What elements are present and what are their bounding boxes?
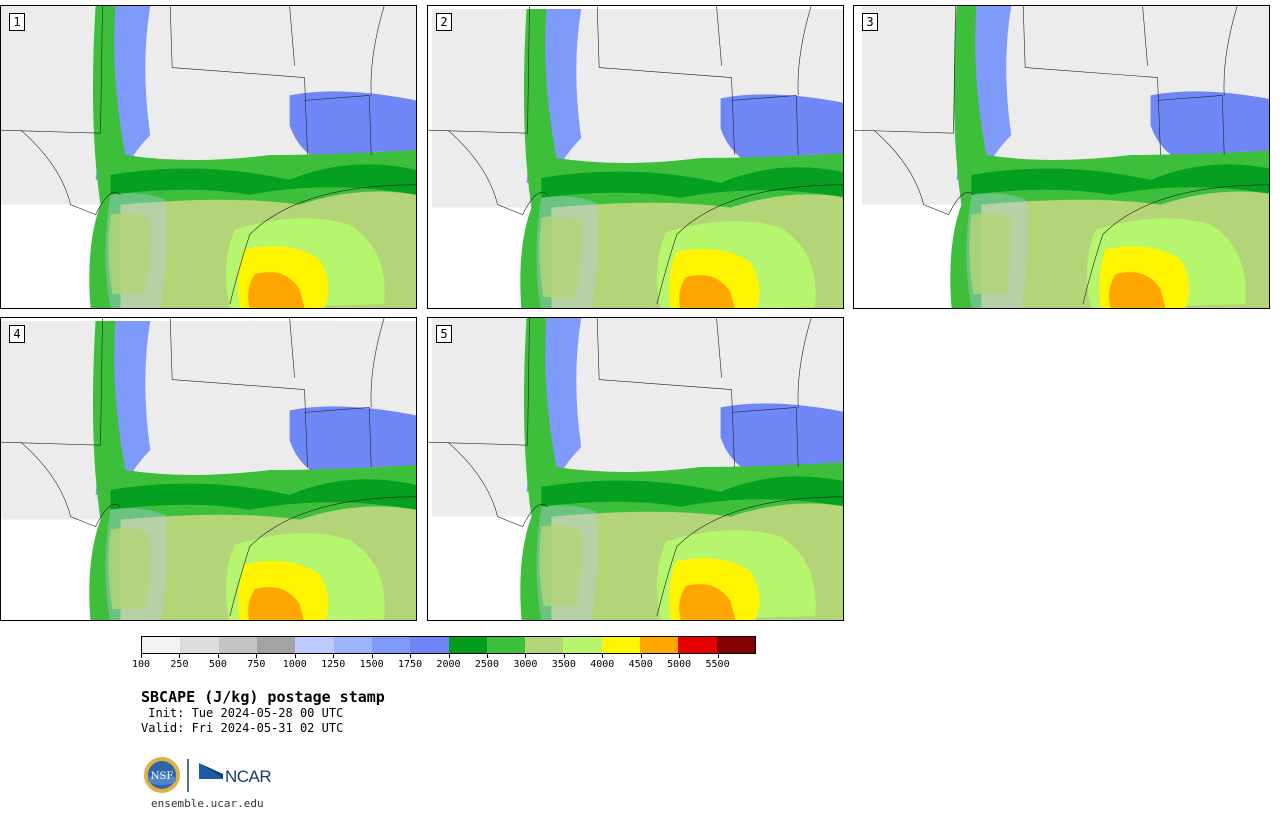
colorbar bbox=[141, 636, 756, 654]
colorbar-swatch bbox=[295, 637, 334, 653]
member-label: 4 bbox=[9, 325, 25, 343]
member-label: 1 bbox=[9, 13, 25, 31]
sbcape-map bbox=[428, 318, 843, 620]
colorbar-swatch bbox=[601, 637, 641, 653]
member-panel-3: 3 bbox=[853, 5, 1270, 309]
colorbar-tick-label: 4500 bbox=[628, 659, 653, 670]
colorbar-tick-label: 1750 bbox=[398, 659, 423, 670]
footer-url: ensemble.ucar.edu bbox=[151, 797, 264, 810]
colorbar-swatch bbox=[180, 637, 219, 653]
plot-title: SBCAPE (J/kg) postage stamp bbox=[141, 688, 385, 706]
valid-time: Valid: Fri 2024-05-31 02 UTC bbox=[141, 721, 344, 735]
colorbar-tick-label: 2500 bbox=[474, 659, 499, 670]
colorbar-tick-label: 500 bbox=[208, 659, 227, 670]
sbcape-map bbox=[428, 6, 843, 308]
colorbar-swatch bbox=[525, 637, 564, 653]
ncar-logo-text: NCAR bbox=[225, 767, 271, 786]
sbcape-map bbox=[1, 6, 416, 308]
init-time: Init: Tue 2024-05-28 00 UTC bbox=[141, 706, 344, 720]
colorbar-swatch bbox=[486, 637, 526, 653]
colorbar-tick-label: 1500 bbox=[359, 659, 384, 670]
colorbar-swatch bbox=[333, 637, 372, 653]
colorbar-tick-label: 5000 bbox=[667, 659, 692, 670]
colorbar-swatch bbox=[218, 637, 257, 653]
ncar-logo-icon: NCAR bbox=[199, 763, 272, 786]
nsf-logo-text: NSF bbox=[151, 771, 174, 782]
member-panel-2: 2 bbox=[427, 5, 844, 309]
colorbar-swatch bbox=[256, 637, 296, 653]
colorbar-tick-label: 1250 bbox=[321, 659, 346, 670]
colorbar-ticks: 100 250 500 750 1000 1250 1500 1750 2000 2500 3000… bbox=[132, 654, 756, 674]
colorbar-tick-label: 750 bbox=[247, 659, 266, 670]
colorbar-tick-label: 3500 bbox=[551, 659, 576, 670]
colorbar-swatch bbox=[410, 637, 449, 653]
colorbar-swatch bbox=[640, 637, 679, 653]
logos: NSF NCAR bbox=[143, 756, 278, 794]
colorbar-swatch bbox=[142, 637, 181, 653]
colorbar-swatch bbox=[716, 637, 755, 653]
colorbar-tick-label: 5500 bbox=[705, 659, 730, 670]
colorbar-swatch bbox=[371, 637, 411, 653]
colorbar-tick-label: 1000 bbox=[282, 659, 307, 670]
colorbar-tick-label: 100 bbox=[131, 659, 151, 670]
member-label: 2 bbox=[436, 13, 452, 31]
sbcape-map bbox=[1, 318, 416, 620]
colorbar-swatch bbox=[563, 637, 602, 653]
colorbar-tick-label: 250 bbox=[170, 659, 189, 670]
member-panel-5: 5 bbox=[427, 317, 844, 621]
member-panel-4: 4 bbox=[0, 317, 417, 621]
member-label: 5 bbox=[436, 325, 452, 343]
member-label: 3 bbox=[862, 13, 878, 31]
colorbar-tick-label: 4000 bbox=[590, 659, 615, 670]
member-panel-1: 1 bbox=[0, 5, 417, 309]
nsf-logo-icon: NSF bbox=[144, 757, 180, 793]
sbcape-map bbox=[854, 6, 1269, 308]
colorbar-swatch bbox=[678, 637, 717, 653]
colorbar-swatch bbox=[448, 637, 487, 653]
colorbar-tick-label: 2000 bbox=[436, 659, 461, 670]
colorbar-tick-label: 3000 bbox=[513, 659, 538, 670]
